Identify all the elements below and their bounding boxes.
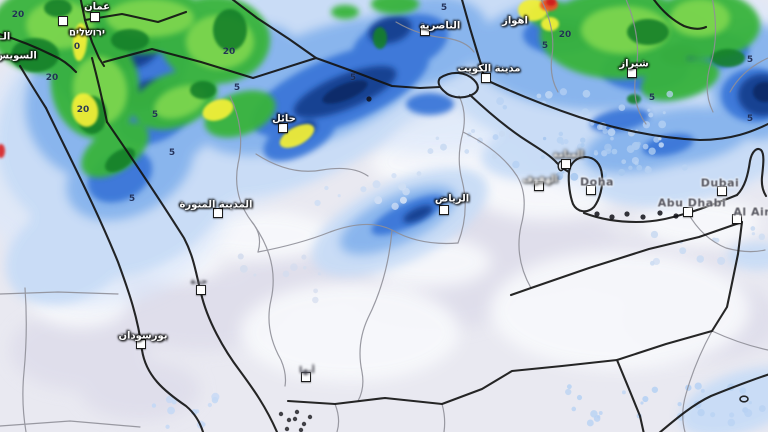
- coastal-island-dots: [278, 96, 679, 432]
